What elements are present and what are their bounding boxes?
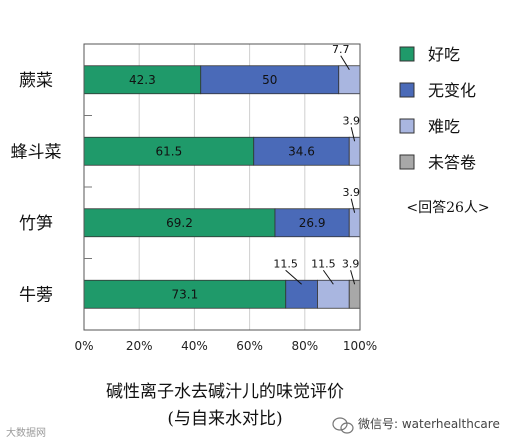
chart-title: 碱性离子水去碱汁儿的味觉评价 [106,382,344,402]
leader-line [350,198,356,213]
data-label: 42.3 [129,73,156,87]
data-label: 3.9 [342,257,360,270]
data-label: 3.9 [342,114,360,127]
bar-segment [253,136,350,166]
data-label: 61.5 [156,144,183,158]
axes [83,43,361,331]
leader-line [350,127,356,142]
legend-note: <回答26人> [406,199,489,216]
legend-swatch [399,154,415,170]
data-label: 73.1 [172,287,199,301]
bar-segment [83,65,202,95]
watermark-left: 大数据网 [6,426,46,439]
legend-swatch [399,46,415,62]
legend-swatch [399,118,415,134]
leader-line [350,270,356,285]
legend-label: 未答卷 [428,153,476,172]
legend-label: 无变化 [428,81,476,100]
legend-swatch [399,82,415,98]
legend-label: 好吃 [428,45,460,64]
data-label: 26.9 [299,216,326,230]
data-label: 3.9 [342,186,360,199]
leader-line [322,269,334,285]
data-label: 69.2 [166,216,193,230]
x-tick-label: 100% [343,339,377,353]
x-tick-label: 80% [291,339,318,353]
bar-segment [274,208,350,238]
bar-segment [317,279,350,309]
bar-segment [338,65,361,95]
watermark-right: 微信号: waterhealthcare [358,417,500,431]
x-tick-label: 40% [181,339,208,353]
data-label: 11.5 [273,257,298,270]
chart-subtitle: (与自来水对比) [167,409,282,429]
bar-segment [348,136,361,166]
category-label: 牛蒡 [19,285,53,305]
bars [83,65,361,309]
category-label: 蕨菜 [19,71,53,91]
bar-segment [348,208,361,238]
data-label: 11.5 [311,257,336,270]
x-tick-label: 60% [236,339,263,353]
bar-segment [348,279,361,309]
bar-labels: 42.3 50 61.5 34.6 69.2 26.9 73.1 [129,73,325,302]
leader-line [340,55,350,71]
bar-segment [83,136,255,166]
data-label: 34.6 [288,144,315,158]
category-label: 竹笋 [19,214,53,234]
x-tick-label: 20% [126,339,153,353]
x-tick-label: 0% [74,339,93,353]
x-tick-labels: 0% 20% 40% 60% 80% 100% [74,339,377,353]
bar-segment [200,65,340,95]
data-label: 50 [262,73,277,87]
wechat-icon [332,417,354,434]
bar-segment [285,279,318,309]
data-label: 7.7 [332,43,350,56]
legend-label: 难吃 [428,117,460,136]
annotations: 7.7 3.9 3.9 11.5 11.5 3.9 [273,43,360,285]
category-label: 蜂斗菜 [11,142,62,162]
leader-line [285,269,302,285]
